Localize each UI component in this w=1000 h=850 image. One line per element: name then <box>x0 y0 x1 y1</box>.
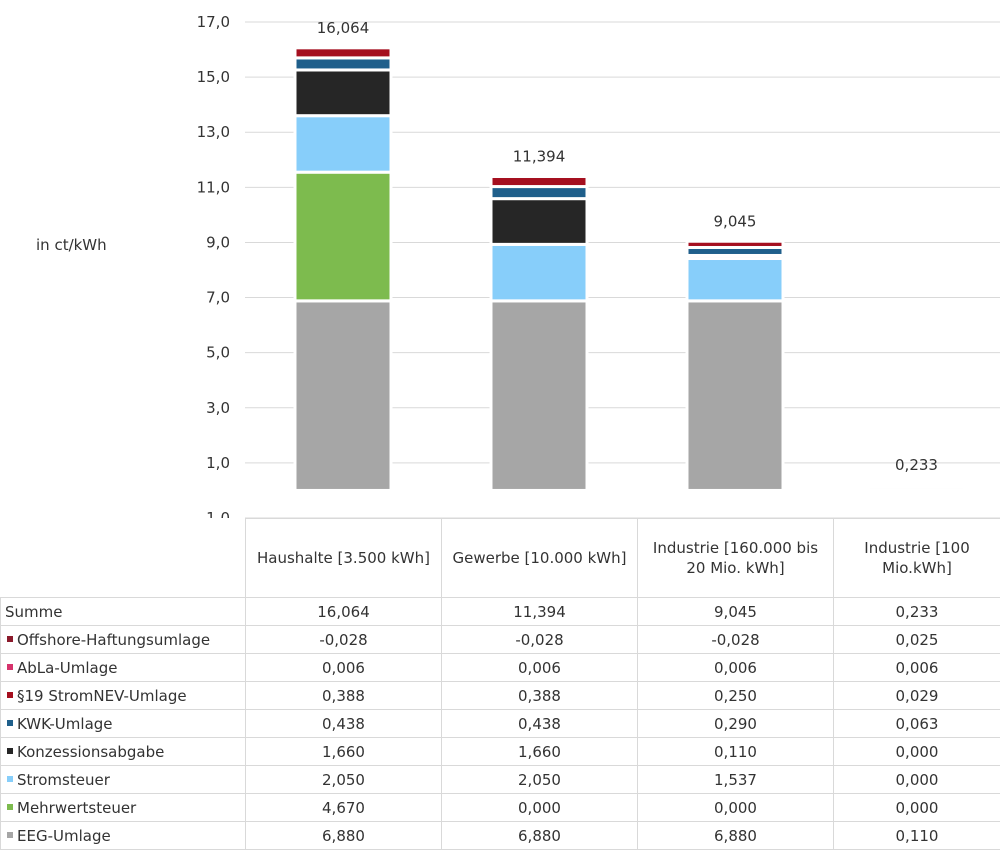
row-label: Summe <box>1 598 246 626</box>
table-cell: 0,000 <box>442 794 638 822</box>
table-cell: 0,006 <box>442 654 638 682</box>
row-label: KWK-Umlage <box>1 710 246 738</box>
table-cell: 0,250 <box>638 682 834 710</box>
y-tick-label: 7,0 <box>206 289 230 307</box>
category-header: Gewerbe [10.000 kWh] <box>442 519 638 598</box>
table-cell: 0,388 <box>442 682 638 710</box>
table-cell: 0,233 <box>834 598 1000 626</box>
total-labels: 16,064 11,394 9,045 0,233 <box>317 19 938 474</box>
total-label: 16,064 <box>317 19 370 37</box>
table-cell: -0,028 <box>442 626 638 654</box>
table-cell: 0,438 <box>246 710 442 738</box>
table-row: Offshore-Haftungsumlage-0,028-0,028-0,02… <box>1 626 1000 654</box>
bar-segment <box>491 187 587 199</box>
bar-segment <box>295 301 391 491</box>
table-cell: 9,045 <box>638 598 834 626</box>
bar-segment <box>687 259 783 301</box>
row-label: Mehrwertsteuer <box>1 794 246 822</box>
bar-segment <box>295 172 391 301</box>
legend-swatch <box>7 692 13 698</box>
total-label: 11,394 <box>513 148 566 166</box>
table-cell: 0,006 <box>638 654 834 682</box>
bar-segment <box>295 58 391 70</box>
y-tick-label: 15,0 <box>197 68 230 86</box>
table-cell: 16,064 <box>246 598 442 626</box>
table-cell: 0,025 <box>834 626 1000 654</box>
y-tick-label: 5,0 <box>206 344 230 362</box>
table-cell: 0,290 <box>638 710 834 738</box>
bar-segment <box>295 70 391 116</box>
row-label: Stromsteuer <box>1 766 246 794</box>
table-cell: 0,006 <box>246 654 442 682</box>
y-axis-ticks: 17,0 15,0 13,0 11,0 9,0 7,0 5,0 3,0 1,0 -1,0 <box>197 13 230 518</box>
y-tick-label: 17,0 <box>197 13 230 31</box>
category-header: Industrie [160.000 bis 20 Mio. kWh] <box>638 519 834 598</box>
table-cell: 0,006 <box>834 654 1000 682</box>
bar-segment <box>687 240 783 241</box>
y-tick-label: 13,0 <box>197 123 230 141</box>
legend-swatch <box>7 636 13 642</box>
row-label: Offshore-Haftungsumlage <box>1 626 246 654</box>
table-cell: 0,000 <box>834 738 1000 766</box>
table-cell: 4,670 <box>246 794 442 822</box>
total-label: 0,233 <box>895 456 938 474</box>
table-cell: 0,438 <box>442 710 638 738</box>
table-cell: 11,394 <box>442 598 638 626</box>
legend-swatch <box>7 804 13 810</box>
bar-segment <box>491 244 587 300</box>
category-header: Haushalte [3.500 kWh] <box>246 519 442 598</box>
legend-swatch <box>7 720 13 726</box>
table-cell: 2,050 <box>442 766 638 794</box>
table-cell: 0,000 <box>638 794 834 822</box>
table-cell: 0,000 <box>834 766 1000 794</box>
table-cell: 0,063 <box>834 710 1000 738</box>
y-tick-label: 9,0 <box>206 233 230 251</box>
bar-segment <box>491 301 587 491</box>
bar-segment <box>295 47 391 48</box>
table-header-row: Haushalte [3.500 kWh]Gewerbe [10.000 kWh… <box>1 519 1000 598</box>
bar-segment <box>687 301 783 491</box>
data-table: Haushalte [3.500 kWh]Gewerbe [10.000 kWh… <box>0 518 1000 850</box>
total-label: 9,045 <box>714 212 757 230</box>
legend-swatch <box>7 776 13 782</box>
bar-segment <box>491 176 587 177</box>
bar-segment <box>295 116 391 172</box>
category-header: Industrie [100 Mio.kWh] <box>834 519 1000 598</box>
y-tick-label: -1,0 <box>201 509 230 518</box>
row-label: Konzessionsabgabe <box>1 738 246 766</box>
table-cell: 0,029 <box>834 682 1000 710</box>
table-cell: 0,388 <box>246 682 442 710</box>
table-cell: -0,028 <box>638 626 834 654</box>
table-cell: 1,660 <box>442 738 638 766</box>
row-label: AbLa-Umlage <box>1 654 246 682</box>
bar-segment <box>869 484 965 485</box>
y-axis-label: in ct/kWh <box>36 236 107 254</box>
table-cell: 1,537 <box>638 766 834 794</box>
table-header-blank <box>1 519 246 598</box>
y-tick-label: 3,0 <box>206 399 230 417</box>
legend-swatch <box>7 748 13 754</box>
stacked-bar-chart: 17,0 15,0 13,0 11,0 9,0 7,0 5,0 3,0 1,0 -1,0 16,0… <box>0 0 1000 518</box>
legend-swatch <box>7 664 13 670</box>
table-cell: 0,110 <box>638 738 834 766</box>
table-cell: -0,028 <box>246 626 442 654</box>
table-cell: 0,000 <box>834 794 1000 822</box>
row-label: §19 StromNEV-Umlage <box>1 682 246 710</box>
bars <box>295 47 965 490</box>
y-tick-label: 11,0 <box>197 178 230 196</box>
y-tick-label: 1,0 <box>206 454 230 472</box>
bar-segment <box>491 199 587 245</box>
legend-swatch <box>7 832 13 838</box>
table-cell: 1,660 <box>246 738 442 766</box>
table-cell: 2,050 <box>246 766 442 794</box>
